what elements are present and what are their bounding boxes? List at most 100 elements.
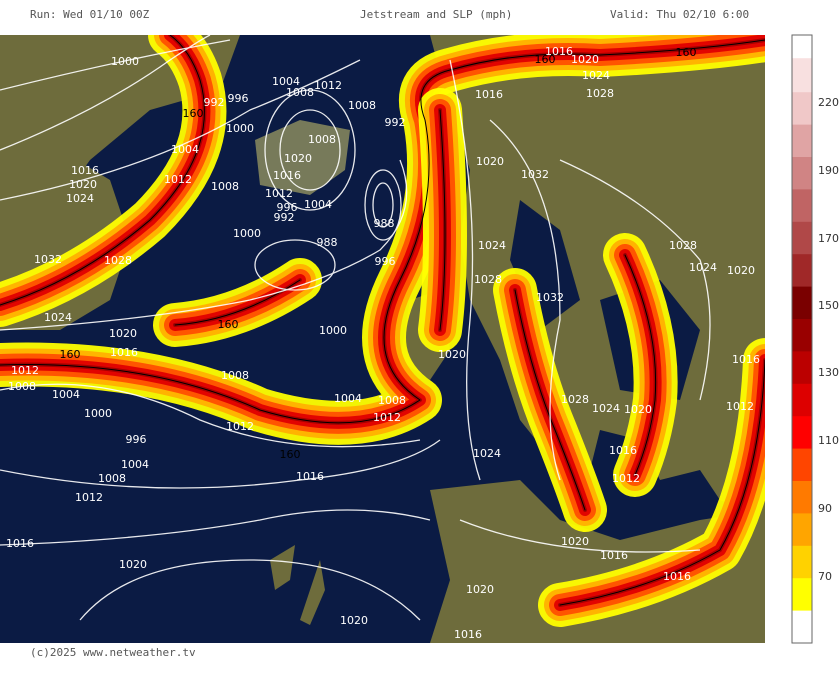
isobar-label: 160 <box>280 448 301 461</box>
isobar-label: 1024 <box>44 311 72 324</box>
colorbar-swatch <box>792 544 812 579</box>
isobar-label: 1004 <box>171 143 199 156</box>
colorbar: 220 190 170 150 130 110 90 70 <box>791 34 839 644</box>
isobar-label: 1012 <box>226 420 254 433</box>
isobar-label: 1024 <box>478 239 506 252</box>
valid-label: Valid: Thu 02/10 6:00 <box>610 8 749 21</box>
isobar-label: 1012 <box>612 472 640 485</box>
isobar-label: 996 <box>228 92 249 105</box>
isobar-label: 996 <box>375 255 396 268</box>
colorbar-tick-label: 190 <box>818 164 839 177</box>
isobar-label: 1008 <box>221 369 249 382</box>
isobar-label: 1008 <box>211 180 239 193</box>
colorbar-tick-label: 220 <box>818 96 839 109</box>
isobar-label: 1016 <box>475 88 503 101</box>
isobar-label: 1032 <box>521 168 549 181</box>
isobar-label: 1020 <box>119 558 147 571</box>
isobar-label: 1028 <box>586 87 614 100</box>
isobar-label: 1016 <box>110 346 138 359</box>
colorbar-swatch <box>792 285 812 319</box>
isobar-label: 1016 <box>273 169 301 182</box>
colorbar-swatch <box>792 220 812 255</box>
isobar-label: 1024 <box>582 69 610 82</box>
isobar-label: 1012 <box>75 491 103 504</box>
colorbar-swatch <box>792 576 812 611</box>
colorbar-swatch <box>792 479 812 514</box>
jet-axis <box>624 254 657 476</box>
isobar-label: 1016 <box>454 628 482 641</box>
isobar-label: 1016 <box>732 353 760 366</box>
colorbar-tick-label: 70 <box>818 570 832 583</box>
isobar-label: 160 <box>60 348 81 361</box>
colorbar-tick-label: 130 <box>818 366 839 379</box>
isobar-label: 1020 <box>727 264 755 277</box>
colorbar-swatch <box>792 155 812 190</box>
isobar-label: 1004 <box>334 392 362 405</box>
isobar-label: 160 <box>218 318 239 331</box>
isobar-label: 1008 <box>286 86 314 99</box>
jet-axis <box>0 39 765 424</box>
isobar-label: 1032 <box>34 253 62 266</box>
isobar-label: 1012 <box>164 173 192 186</box>
isobar-label: 1012 <box>11 364 39 377</box>
colorbar-tick-label: 150 <box>818 299 839 312</box>
isobar-label: 1024 <box>473 447 501 460</box>
isobar-label: 1020 <box>466 583 494 596</box>
isobar-label: 1016 <box>296 470 324 483</box>
colorbar-tick-label: 170 <box>818 232 839 245</box>
isobar-label: 1024 <box>689 261 717 274</box>
isobar-label: 1020 <box>69 178 97 191</box>
isobar-label: 1028 <box>104 254 132 267</box>
colorbar-swatch <box>792 609 812 643</box>
isobar-label: 1028 <box>474 273 502 286</box>
jet-axis <box>559 359 765 606</box>
isobar-label: 1016 <box>663 570 691 583</box>
jetstream <box>0 35 765 627</box>
isobar-label: 1012 <box>314 79 342 92</box>
isobar-label: 988 <box>374 217 395 230</box>
isobar-label: 1028 <box>669 239 697 252</box>
isobars <box>0 35 711 621</box>
map-title: Jetstream and SLP (mph) <box>360 8 512 21</box>
colorbar-swatch <box>792 511 812 546</box>
jet-axis <box>174 279 301 326</box>
map <box>0 35 765 643</box>
isobar-label: 1004 <box>272 75 300 88</box>
jet-axis <box>514 289 586 511</box>
isobar-label: 1020 <box>284 152 312 165</box>
isobar-label: 1004 <box>121 458 149 471</box>
isobar-label: 1024 <box>592 402 620 415</box>
isobar-label: 1012 <box>265 187 293 200</box>
colorbar-swatch <box>792 252 812 287</box>
colorbar-swatch <box>792 382 812 417</box>
isobar-label: 1008 <box>98 472 126 485</box>
colorbar-swatch <box>792 317 812 352</box>
isobar-label: 1012 <box>726 400 754 413</box>
isobar-label: 1020 <box>438 348 466 361</box>
isobar-label: 1020 <box>561 535 589 548</box>
isobar-label: 1000 <box>226 122 254 135</box>
colorbar-swatch <box>792 90 812 125</box>
isobar-label: 1020 <box>571 53 599 66</box>
isobar-label: 1016 <box>71 164 99 177</box>
isobar-label: 988 <box>317 236 338 249</box>
colorbar-frame <box>791 34 813 644</box>
colorbar-tick-label: 90 <box>818 502 832 515</box>
isobar-label: 160 <box>535 53 556 66</box>
isobar-label: 1016 <box>6 537 34 550</box>
colorbar-swatch <box>792 447 812 481</box>
jet-axis <box>439 109 446 331</box>
isobar-label: 1032 <box>536 291 564 304</box>
isobar-label: 1000 <box>111 55 139 68</box>
isobar-label: 1016 <box>609 444 637 457</box>
isobar-label: 1020 <box>109 327 137 340</box>
isobar-label: 1024 <box>66 192 94 205</box>
copyright: (c)2025 www.netweather.tv <box>30 646 196 659</box>
isobar-label: 1008 <box>348 99 376 112</box>
colorbar-swatch <box>792 58 812 93</box>
isobar-label: 992 <box>274 211 295 224</box>
isobar-label: 1016 <box>600 549 628 562</box>
isobar-label: 160 <box>183 107 204 120</box>
colorbar-swatch <box>792 187 812 222</box>
isobar-label: 992 <box>204 96 225 109</box>
